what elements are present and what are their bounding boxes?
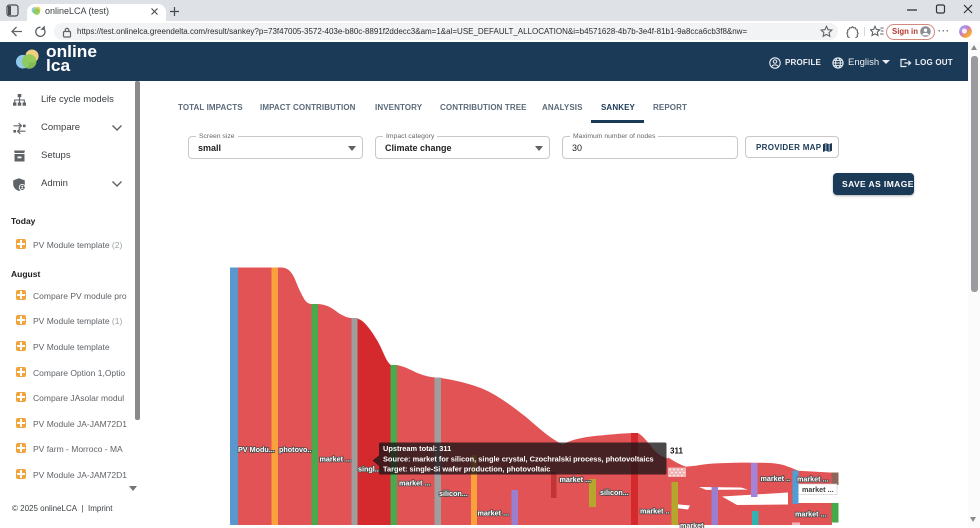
svg-text:Source: market for silicon, si: Source: market for silicon, single cryst… bbox=[383, 455, 654, 464]
svg-text:silicon...: silicon... bbox=[439, 489, 468, 498]
svg-text:silicon...: silicon... bbox=[600, 488, 629, 497]
svg-text:photovo..: photovo.. bbox=[279, 445, 311, 454]
svg-text:311: 311 bbox=[670, 447, 683, 456]
svg-text:market ...: market ... bbox=[795, 510, 827, 519]
svg-text:Upstream total: 311: Upstream total: 311 bbox=[383, 444, 451, 453]
svg-text:market ...: market ... bbox=[802, 485, 834, 494]
svg-text:market ...: market ... bbox=[478, 509, 510, 518]
svg-text:market ...: market ... bbox=[560, 475, 592, 484]
svg-text:market ...: market ... bbox=[399, 479, 431, 488]
svg-text:market ...: market ... bbox=[797, 475, 829, 484]
svg-text:singl...: singl... bbox=[358, 465, 381, 474]
svg-text:market ..: market .. bbox=[640, 507, 670, 516]
svg-text:market: market bbox=[680, 521, 704, 528]
svg-text:market ...: market ... bbox=[320, 455, 352, 464]
svg-text:market ..: market .. bbox=[761, 474, 791, 483]
svg-text:PV Modu...: PV Modu... bbox=[238, 445, 275, 454]
svg-text:Target: single-Si wafer produc: Target: single-Si wafer production, phot… bbox=[383, 465, 550, 474]
